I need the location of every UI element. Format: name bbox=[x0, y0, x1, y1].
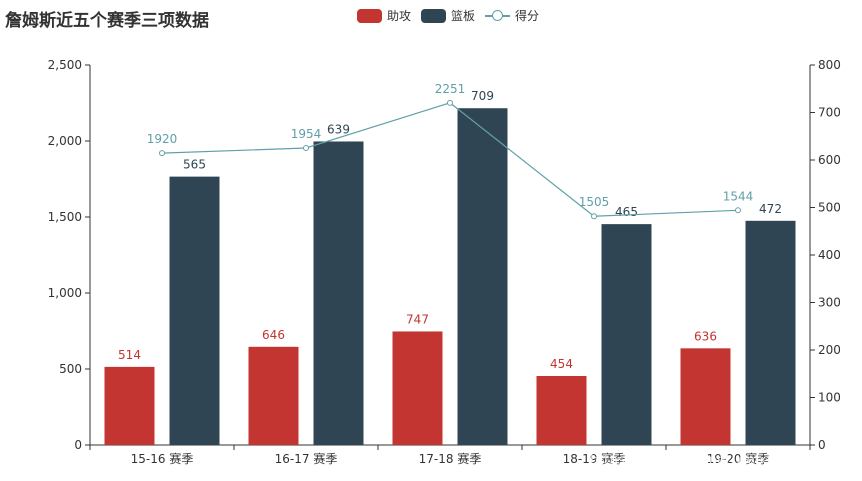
y-left-tick-label: 2,500 bbox=[48, 58, 82, 72]
bar-label-rebounds: 639 bbox=[327, 122, 350, 136]
bar-rebounds[interactable] bbox=[457, 108, 508, 445]
y-right-tick-label: 300 bbox=[818, 296, 841, 310]
legend-swatch-assists bbox=[357, 8, 382, 23]
y-left-tick-label: 0 bbox=[74, 438, 82, 452]
watermark-text: https://blog.csdn.net/weixin_42152811 bbox=[590, 453, 855, 468]
bar-label-assists: 636 bbox=[694, 329, 717, 343]
legend-swatch-rebounds bbox=[421, 8, 447, 23]
y-right-tick-label: 0 bbox=[818, 438, 826, 452]
bar-label-assists: 514 bbox=[118, 348, 141, 362]
y-left-tick-label: 500 bbox=[59, 362, 82, 376]
point-label: 1954 bbox=[291, 127, 322, 141]
y-right-tick-label: 800 bbox=[818, 58, 841, 72]
x-tick-label: 15-16 赛季 bbox=[131, 451, 194, 466]
bar-assists[interactable] bbox=[680, 348, 731, 445]
bar-assists[interactable] bbox=[536, 375, 587, 445]
chart-title: 詹姆斯近五个赛季三项数据 bbox=[5, 11, 209, 31]
point-label: 2251 bbox=[435, 82, 466, 96]
line-points-series bbox=[161, 102, 739, 217]
x-tick-label: 17-18 赛季 bbox=[419, 451, 482, 466]
y-left-tick-label: 2,000 bbox=[48, 134, 82, 148]
bar-label-rebounds: 565 bbox=[183, 158, 206, 172]
bar-assists[interactable] bbox=[392, 331, 443, 445]
bar-rebounds[interactable] bbox=[601, 224, 652, 445]
bar-label-assists: 646 bbox=[262, 328, 285, 342]
bar-rebounds[interactable] bbox=[313, 141, 364, 445]
point-marker[interactable] bbox=[447, 99, 453, 106]
point-marker[interactable] bbox=[591, 213, 597, 220]
point-label: 1505 bbox=[579, 195, 610, 209]
point-marker[interactable] bbox=[303, 144, 309, 151]
y-right-tick-label: 700 bbox=[818, 106, 841, 120]
y-left-tick-label: 1,500 bbox=[48, 210, 82, 224]
legend-line-points-icon bbox=[485, 9, 511, 23]
bar-assists[interactable] bbox=[248, 346, 299, 445]
y-right-tick-label: 100 bbox=[818, 391, 841, 405]
y-left-tick-label: 1,000 bbox=[48, 286, 82, 300]
bar-label-assists: 454 bbox=[550, 357, 573, 371]
bar-rebounds[interactable] bbox=[169, 176, 220, 445]
bar-label-assists: 747 bbox=[406, 312, 429, 326]
legend-label-rebounds: 篮板 bbox=[451, 9, 476, 23]
chart-legend: 助攻 篮板 得分 bbox=[357, 7, 549, 24]
legend-item-points[interactable]: 得分 bbox=[485, 7, 539, 24]
x-tick-label: 16-17 赛季 bbox=[275, 451, 338, 466]
point-label: 1920 bbox=[147, 132, 178, 146]
point-label: 1544 bbox=[723, 189, 754, 203]
bar-label-rebounds: 472 bbox=[759, 202, 782, 216]
legend-item-assists[interactable]: 助攻 bbox=[357, 7, 411, 24]
bar-label-rebounds: 465 bbox=[615, 205, 638, 219]
bar-rebounds[interactable] bbox=[745, 220, 796, 445]
legend-label-assists: 助攻 bbox=[387, 9, 412, 23]
x-tick-label: 18-19 赛季 bbox=[563, 451, 626, 466]
point-marker[interactable] bbox=[735, 207, 741, 214]
y-right-tick-label: 200 bbox=[818, 343, 841, 357]
y-right-tick-label: 400 bbox=[818, 248, 841, 262]
legend-item-rebounds[interactable]: 篮板 bbox=[421, 7, 475, 24]
y-right-tick-label: 500 bbox=[818, 201, 841, 215]
bar-assists[interactable] bbox=[104, 366, 155, 445]
x-tick-label: 19-20 赛季 bbox=[707, 451, 770, 466]
legend-label-points: 得分 bbox=[515, 9, 540, 23]
point-marker[interactable] bbox=[159, 150, 165, 157]
bar-label-rebounds: 709 bbox=[471, 89, 494, 103]
y-right-tick-label: 600 bbox=[818, 153, 841, 167]
